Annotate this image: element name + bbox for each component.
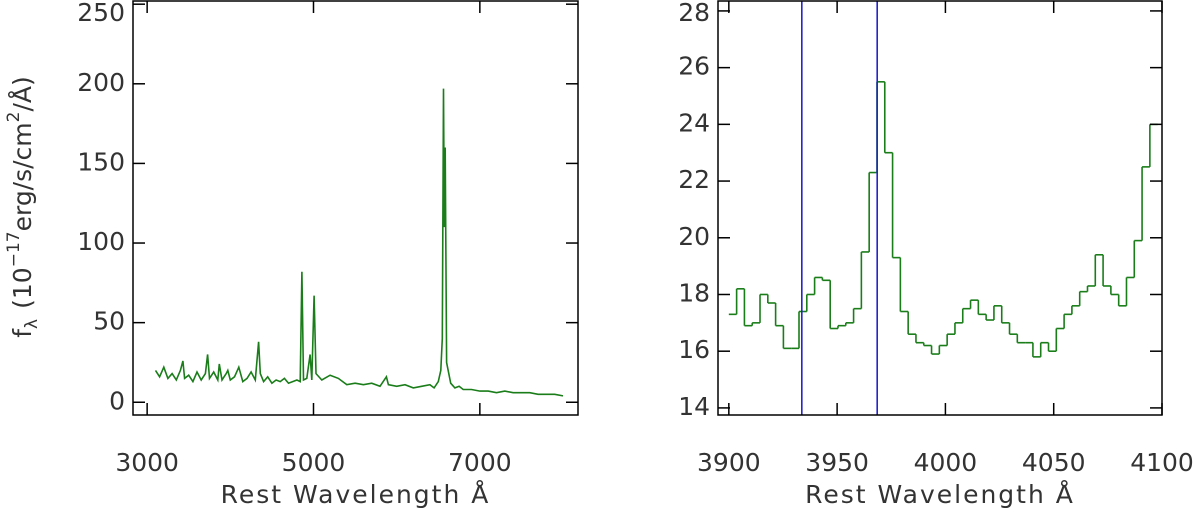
y-tick-label: 28	[678, 0, 710, 27]
y-tick-label: 26	[678, 52, 710, 81]
x-tick-label: 4050	[1022, 448, 1086, 477]
y-tick-label: 50	[93, 307, 125, 336]
y-tick-label: 22	[678, 165, 710, 194]
x-axis-title: Rest Wavelength Å	[805, 480, 1075, 509]
x-tick-label: 3950	[805, 448, 869, 477]
x-axis-title: Rest Wavelength Å	[221, 480, 491, 509]
y-label-part: /Å)	[8, 76, 37, 111]
axis-box	[717, 0, 1163, 416]
y-label-part: −17	[4, 231, 24, 267]
y-label-part: erg/s/cm	[8, 122, 37, 231]
y-axis-title: fλ (10−17erg/s/cm2/Å)	[4, 76, 42, 338]
axis-box	[132, 0, 579, 416]
y-label-part: 2	[4, 112, 24, 123]
x-tick-label: 7000	[448, 448, 512, 477]
x-tick-label: 3900	[697, 448, 761, 477]
y-label-part: λ	[22, 319, 42, 329]
y-tick-label: 150	[77, 147, 125, 176]
y-tick-label: 14	[678, 392, 710, 421]
y-label-part: f	[8, 328, 37, 338]
y-label-part: (10	[8, 267, 37, 309]
spectrum-line	[154, 88, 564, 397]
x-tick-label: 4000	[914, 448, 978, 477]
y-tick-label: 18	[678, 278, 710, 307]
x-tick-label: 3000	[115, 448, 179, 477]
y-tick-label: 0	[109, 386, 125, 415]
y-tick-label: 20	[678, 222, 710, 251]
y-tick-label: 200	[77, 68, 125, 97]
y-tick-label: 250	[77, 0, 125, 27]
y-tick-label: 24	[678, 108, 710, 137]
x-tick-label: 4100	[1130, 448, 1194, 477]
x-tick-label: 5000	[282, 448, 346, 477]
y-tick-label: 100	[77, 227, 125, 256]
y-tick-label: 16	[678, 335, 710, 364]
